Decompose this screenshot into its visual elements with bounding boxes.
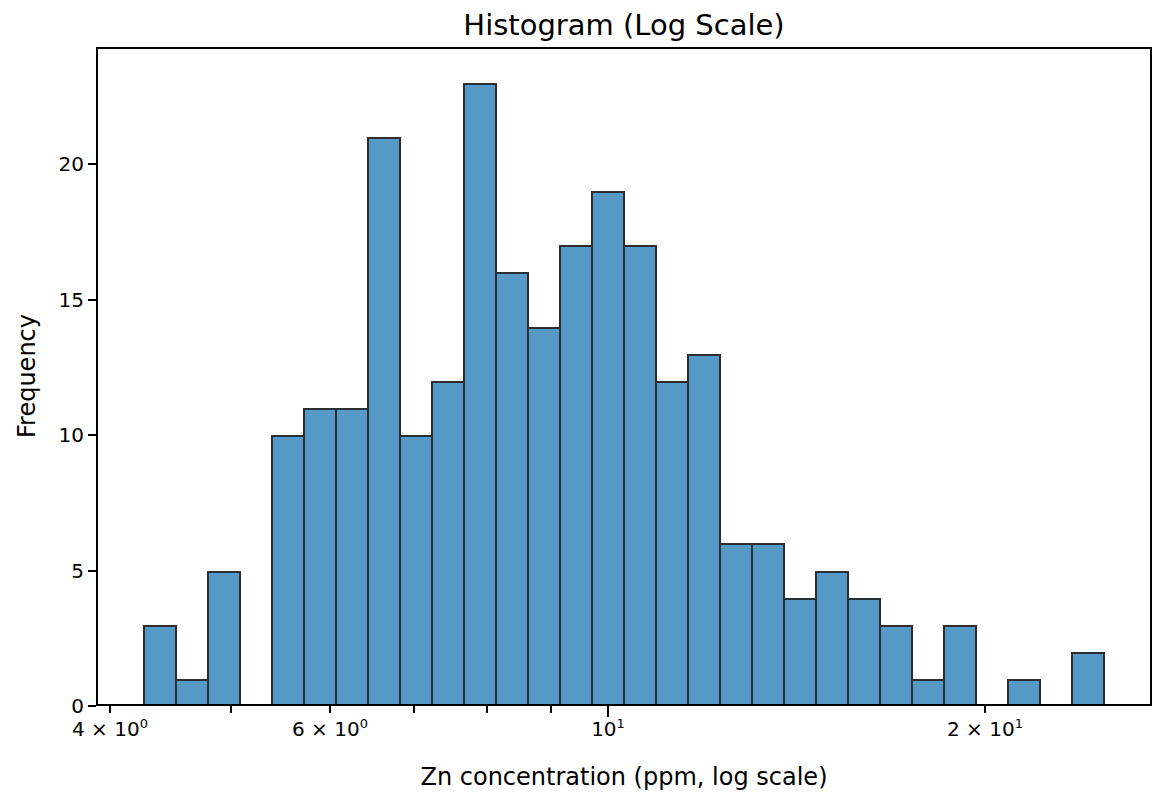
y-axis-label: Frequency bbox=[13, 314, 41, 438]
histogram-bar bbox=[655, 381, 689, 706]
histogram-bar bbox=[431, 381, 465, 706]
y-tick-label: 20 bbox=[0, 152, 84, 176]
histogram-bar bbox=[943, 625, 977, 706]
histogram-bar bbox=[207, 571, 241, 706]
y-tick-mark bbox=[88, 570, 96, 572]
histogram-bar bbox=[559, 245, 593, 706]
x-tick-label: 2 × 101 bbox=[915, 717, 1055, 741]
histogram-bar bbox=[591, 191, 625, 706]
y-tick-label: 5 bbox=[0, 559, 84, 583]
histogram-bar bbox=[463, 83, 497, 706]
histogram-bar bbox=[623, 245, 657, 706]
histogram-bar bbox=[335, 408, 369, 706]
histogram-bar bbox=[719, 543, 753, 706]
histogram-bar bbox=[303, 408, 337, 706]
histogram-bar bbox=[1071, 652, 1105, 706]
histogram-bar bbox=[847, 598, 881, 706]
x-tick-mark bbox=[109, 706, 111, 713]
x-tick-label: 4 × 100 bbox=[40, 717, 180, 741]
plot-area bbox=[96, 47, 1152, 706]
y-tick-mark bbox=[88, 163, 96, 165]
histogram-bar bbox=[783, 598, 817, 706]
histogram-bar bbox=[1007, 679, 1041, 706]
x-axis-label: Zn concentration (ppm, log scale) bbox=[96, 763, 1152, 791]
x-tick-mark bbox=[486, 706, 488, 713]
y-tick-label: 0 bbox=[0, 694, 84, 718]
x-tick-label: 6 × 100 bbox=[260, 717, 400, 741]
histogram-bar bbox=[751, 543, 785, 706]
chart-title: Histogram (Log Scale) bbox=[96, 8, 1152, 43]
x-tick-mark bbox=[550, 706, 552, 713]
x-tick-mark bbox=[607, 706, 609, 717]
x-tick-mark bbox=[413, 706, 415, 713]
y-tick-mark bbox=[88, 299, 96, 301]
bars-layer bbox=[96, 47, 1152, 706]
x-tick-mark bbox=[329, 706, 331, 713]
histogram-figure: Histogram (Log Scale) 4 × 100 6 × 100 101 2… bbox=[0, 0, 1168, 801]
histogram-bar bbox=[495, 272, 529, 706]
histogram-bar bbox=[879, 625, 913, 706]
x-tick-mark bbox=[984, 706, 986, 713]
histogram-bar bbox=[527, 327, 561, 706]
y-tick-mark bbox=[88, 705, 96, 707]
histogram-bar bbox=[399, 435, 433, 706]
histogram-bar bbox=[271, 435, 305, 706]
histogram-bar bbox=[815, 571, 849, 706]
histogram-bar bbox=[367, 137, 401, 706]
y-tick-label: 15 bbox=[0, 288, 84, 312]
histogram-bar bbox=[687, 354, 721, 706]
histogram-bar bbox=[143, 625, 177, 706]
histogram-bar bbox=[175, 679, 209, 706]
x-tick-mark bbox=[230, 706, 232, 713]
histogram-bar bbox=[911, 679, 945, 706]
x-tick-label: 101 bbox=[538, 717, 678, 741]
y-tick-mark bbox=[88, 434, 96, 436]
